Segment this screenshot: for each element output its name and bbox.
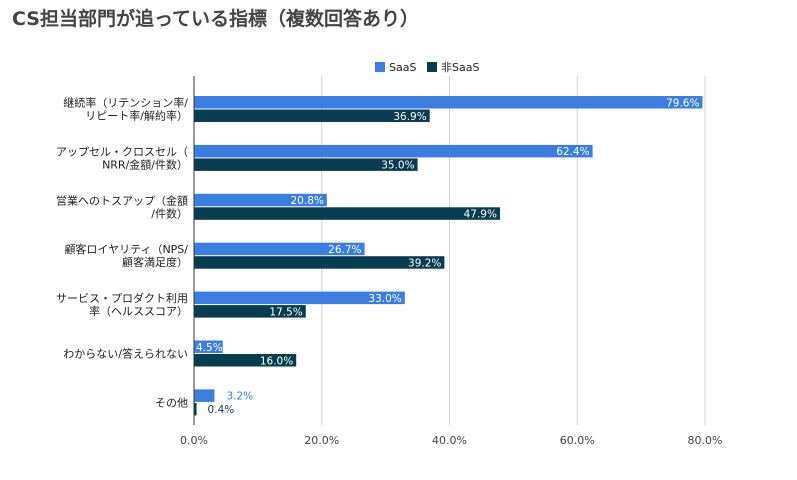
bar-saas	[194, 193, 327, 207]
bar-saas	[194, 144, 593, 158]
category-label: サービス・プロダクト利用	[56, 291, 188, 305]
category-label: リピート率/解約率）	[85, 109, 188, 123]
category-label: NRR/金額/件数）	[102, 157, 188, 171]
category-label: アップセル・クロスセル（	[56, 145, 188, 158]
bar-saas	[194, 291, 405, 305]
bar-nonsaas	[194, 305, 306, 318]
category-label: 営業へのトスアップ（金額	[56, 193, 188, 207]
legend-swatch-nonsaas	[427, 62, 437, 72]
bar-saas	[194, 96, 703, 109]
x-tick-label: 40.0%	[432, 434, 467, 447]
bar-nonsaas	[194, 354, 297, 367]
legend-label: SaaS	[389, 61, 416, 74]
bar-saas	[194, 389, 215, 402]
category-label: 顧客満足度）	[122, 255, 188, 269]
data-label: 62.4%	[556, 146, 589, 158]
data-label: 4.5%	[196, 342, 223, 354]
bar-nonsaas	[194, 158, 418, 171]
category-label: /件数）	[151, 207, 188, 220]
bar-nonsaas	[194, 207, 500, 220]
data-label: 3.2%	[226, 391, 253, 403]
category-label: 顧客ロイヤリティ（NPS/	[64, 242, 188, 256]
category-label: 継続率（リテンション率/	[63, 96, 188, 110]
category-label: その他	[155, 396, 188, 409]
data-label: 36.9%	[393, 111, 426, 123]
data-label: 26.7%	[328, 244, 361, 256]
legend-label: 非SaaS	[441, 61, 479, 74]
bar-nonsaas	[194, 109, 430, 122]
data-label: 35.0%	[381, 160, 414, 172]
data-label: 79.6%	[666, 97, 699, 109]
data-label: 33.0%	[368, 293, 401, 305]
chart-title: CS担当部門が追っている指標（複数回答あり）	[12, 8, 420, 30]
bar-saas	[194, 242, 365, 256]
bar-nonsaas	[194, 256, 445, 269]
data-label: 47.9%	[464, 209, 497, 221]
category-label: 率（ヘルススコア）	[89, 304, 188, 318]
data-label: 39.2%	[408, 257, 441, 269]
data-label: 20.8%	[291, 195, 324, 207]
bar-saas	[194, 340, 223, 353]
x-tick-label: 60.0%	[560, 434, 595, 447]
x-tick-label: 80.0%	[688, 434, 723, 447]
bar-nonsaas	[194, 402, 197, 416]
data-label: 17.5%	[269, 306, 302, 318]
data-label: 16.0%	[260, 355, 293, 367]
data-label: 0.4%	[208, 404, 235, 416]
x-tick-label: 0.0%	[180, 434, 208, 447]
category-label: わからない/答えられない	[63, 347, 188, 361]
x-tick-label: 20.0%	[304, 434, 339, 447]
legend-swatch-saas	[375, 62, 385, 72]
